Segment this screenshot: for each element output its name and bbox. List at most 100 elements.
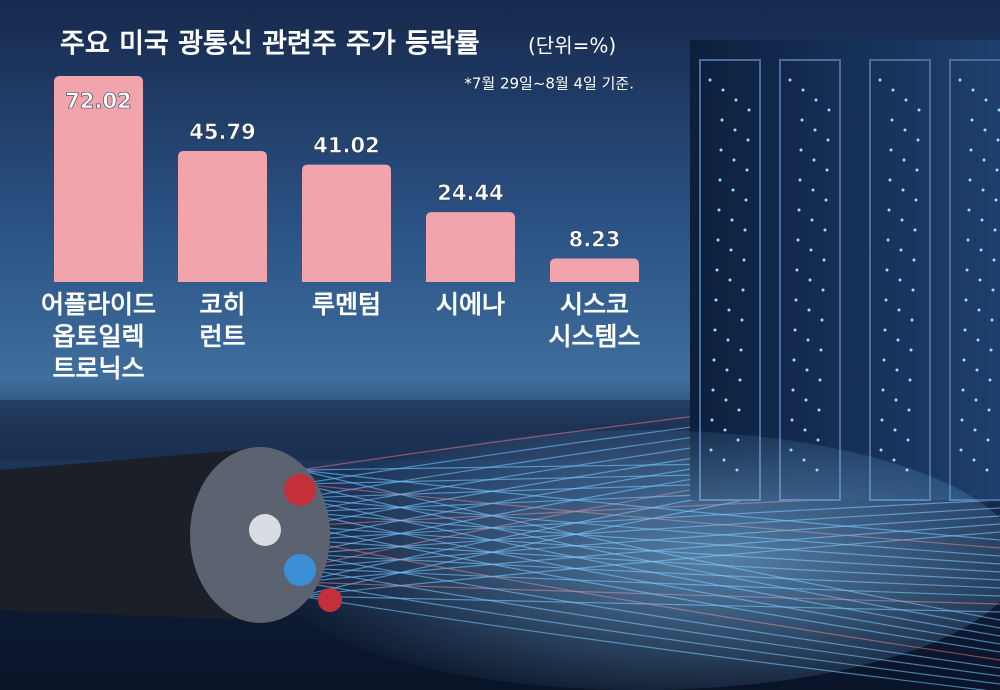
rack-light [825,168,829,172]
rack-light [740,318,744,322]
rack-light [813,128,817,132]
rack-light [814,98,818,102]
rack-light [718,178,722,182]
rack-light [737,408,741,412]
rack-light [894,398,898,402]
rack-light [981,188,985,192]
rack-light [960,418,964,422]
rack-light [992,258,996,262]
rack-light [980,218,984,222]
rack-light [982,158,986,162]
rack-light [914,198,918,202]
rack-light [917,108,921,112]
rack-light [731,188,735,192]
rack-light [884,298,888,302]
rack-light [907,408,911,412]
note: *7월 29일~8월 4일 기준. [464,75,634,93]
rack-light [915,168,919,172]
rack-light [724,398,728,402]
rack-light [826,138,830,142]
rack-light [746,138,750,142]
rack-light [897,308,901,312]
rack-light [823,228,827,232]
fiber-core [318,588,342,612]
rack-light [819,348,823,352]
rack-light [719,148,723,152]
rack-light [713,328,717,332]
rack-light [795,268,799,272]
rack-light [991,288,995,292]
rack-light [727,308,731,312]
rack-light [723,428,727,432]
rack-light [990,318,994,322]
fiber-glow [260,430,1000,690]
rack-light [745,168,749,172]
rack-light [900,218,904,222]
rack-light [804,398,808,402]
rack-light [888,178,892,182]
rack-frame [949,59,1000,501]
rack-light [794,298,798,302]
rack-light [987,408,991,412]
category-label: 시스템스 [548,322,640,351]
rack-light [910,318,914,322]
rack-light [711,388,715,392]
rack-light [904,98,908,102]
rack-light [977,308,981,312]
rack-light [972,458,976,462]
rack-light [886,238,890,242]
category-label: 시스코 [560,290,629,319]
rack-light [984,98,988,102]
rack-light [716,238,720,242]
rack-light [744,198,748,202]
rack-light [824,198,828,202]
rack-light [797,208,801,212]
rack-light [817,408,821,412]
rack-light [816,438,820,442]
value-label: 24.44 [437,181,503,205]
rack-light [717,208,721,212]
rack-light [732,158,736,162]
value-label: 8.23 [569,227,621,251]
bar [178,151,267,282]
rack-light [911,288,915,292]
rack-light [976,338,980,342]
rack-light [806,338,810,342]
category-label: 코히 [199,290,245,319]
rack-light [741,288,745,292]
rack-light [967,208,971,212]
rack-light [906,438,910,442]
rack-light [966,238,970,242]
rack-light [742,258,746,262]
server-racks [690,40,1000,501]
rack-light [986,438,990,442]
rack-light [988,378,992,382]
rack-light [959,448,963,452]
rack-light [728,278,732,282]
rack-light [808,278,812,282]
category-label: 루멘텀 [312,290,381,319]
rack-light [747,108,751,112]
rack-light [730,218,734,222]
rack-light [985,468,989,472]
rack-light [739,348,743,352]
rack-light [983,128,987,132]
rack-light [800,118,804,122]
rack-light [799,148,803,152]
rack-light [790,418,794,422]
rack-light [997,108,1000,112]
rack-light [821,288,825,292]
unit-label: (단위=%) [528,34,616,58]
rack-light [962,358,966,362]
rack-light [812,158,816,162]
rack-light [809,248,813,252]
rack-light [885,268,889,272]
rack-light [963,328,967,332]
value-label: 45.79 [189,120,255,144]
rack-light [720,118,724,122]
rack-light [961,388,965,392]
rack-light [958,78,962,82]
rack-light [725,368,729,372]
